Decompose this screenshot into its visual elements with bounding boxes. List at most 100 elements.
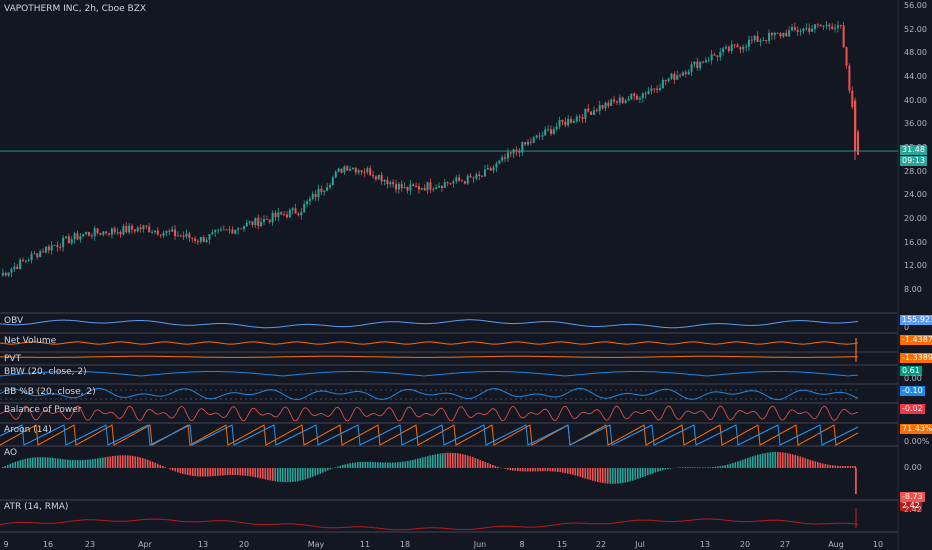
ao-bar [317,468,319,475]
candle-body [277,212,280,218]
candle-body [638,97,641,100]
ao-bar [184,468,187,475]
candle-body [42,251,45,253]
ao-bar [264,468,267,480]
ao-bar [342,464,344,468]
ao-bar [159,464,162,468]
candle-body [828,24,831,27]
panel-label-obv[interactable]: OBV [4,316,24,326]
time-tick-label: Apr [138,540,152,549]
ao-bar [592,468,594,481]
candle-body [802,28,805,32]
candle-body [653,88,656,90]
ao-bar [509,468,512,471]
candle-body [506,152,509,159]
candle-body [552,129,555,134]
ao-bar [307,468,309,479]
time-tick-label: 23 [84,540,96,549]
candle-body [463,181,466,184]
candle-body [326,187,329,191]
candle-body [745,46,748,48]
ao-bar [354,462,357,468]
ao-bar [439,453,442,468]
candle-body [842,25,845,48]
ao-bar [137,456,139,468]
time-tick-label: 8 [519,540,525,549]
symbol-title[interactable]: VAPOTHERM INC, 2h, Cboe BZX [4,4,147,14]
ao-bar [209,468,212,477]
ao-bar [462,454,464,468]
candle-body [199,237,202,242]
candle-body [541,135,544,137]
ao-bar [544,468,547,472]
candle-body [4,272,7,276]
candle-body [19,259,22,270]
candle-body [291,208,294,211]
candle-body [475,174,478,179]
ao-bar [9,463,12,468]
candle-body [219,229,222,231]
ao-bar [44,457,47,468]
panel-label-bbpb[interactable]: BB %B (20, close, 2) [4,387,96,397]
candle-body [1,272,4,276]
candle-body [27,260,30,262]
candle-body [400,183,403,189]
candle-body [693,61,696,65]
ao-bar [855,468,857,494]
candle-body [311,194,314,199]
candle-body [650,88,653,92]
candle-body [676,75,679,80]
panel-label-pvt[interactable]: PVT [4,354,22,364]
candle-body [458,177,461,181]
candle-body [834,27,837,29]
panel-label-atr[interactable]: ATR (14, RMA) [4,502,69,512]
candle-body [822,25,825,27]
time-tick-label: Jul [635,540,645,549]
ao-bar [854,465,857,468]
ao-bar [394,462,397,468]
candle-body [119,231,122,235]
candle-body [234,229,237,234]
ao-bar [152,461,154,468]
candle-body [690,64,693,72]
panel-label-bop[interactable]: Balance of Power [4,405,82,415]
price-tick-label: 40.00 [904,95,927,105]
candle-body [747,39,750,47]
ao-bar [109,456,112,468]
ao-bar [249,468,252,477]
ao-bar [244,468,247,476]
bbw-line [0,371,859,377]
ao-bar [609,468,612,484]
ao-bar [847,466,849,468]
ao-bar [139,457,142,468]
panel-label-net-volume[interactable]: Net Volume [4,336,57,346]
candle-body [7,272,10,276]
ao-bar [719,466,722,468]
ao-bar [817,462,819,468]
ao-bar [614,468,617,484]
candle-body [768,33,771,41]
candle-body [673,73,676,80]
candle-body [67,236,70,244]
candle-body [750,39,753,41]
ao-bar [277,468,279,482]
candle-body [618,97,621,103]
candle-body [303,204,306,213]
ao-bar [239,468,242,476]
panel-label-aroon[interactable]: Aroon (14) [4,425,52,435]
candle-body [82,233,85,237]
ao-bar [837,465,839,468]
panel-value-aroon: 71.43% [900,424,932,434]
candle-body [432,189,435,190]
ao-bar [804,458,807,468]
panel-label-ao[interactable]: AO [4,448,18,458]
ao-bar [177,468,179,473]
ao-bar [52,457,54,468]
candle-body [415,186,418,187]
panel-label-bbw[interactable]: BBW (20, close, 2) [4,367,87,377]
candle-body [699,61,702,68]
ao-bar [414,459,417,468]
candle-body [670,73,673,79]
candle-body [271,212,274,223]
